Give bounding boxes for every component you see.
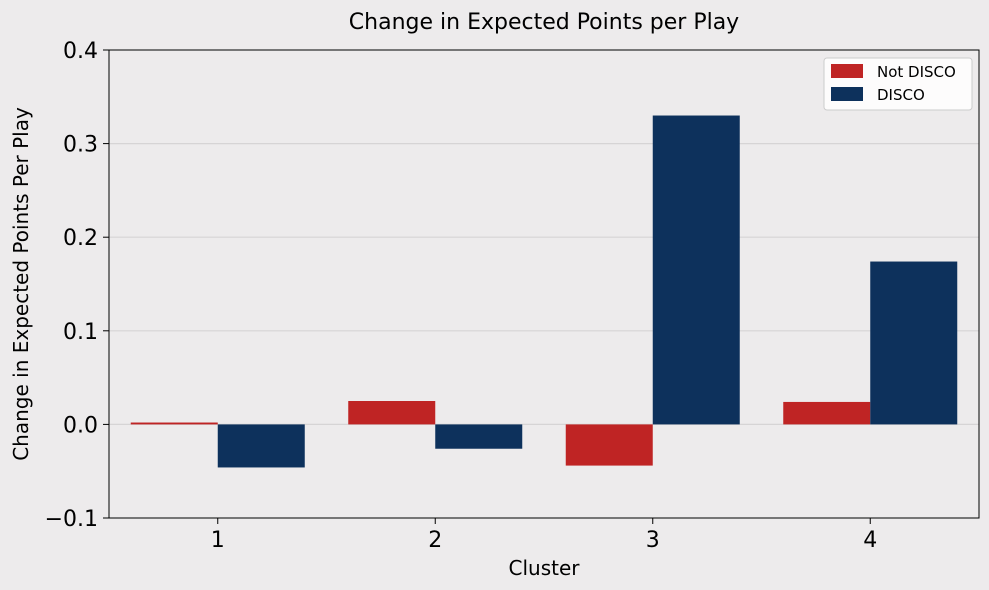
x-tick-label: 3	[646, 528, 660, 553]
y-tick-label: 0.2	[63, 226, 98, 251]
bars	[130, 115, 958, 468]
plot-frame	[108, 49, 980, 519]
bar-not-disco-cluster-3	[565, 424, 653, 466]
chart-title: Change in Expected Points per Play	[349, 10, 739, 35]
y-tick-label: 0.3	[63, 133, 98, 158]
y-tick-label: −0.1	[45, 507, 98, 532]
x-axis-title: Cluster	[509, 556, 581, 580]
bar-not-disco-cluster-4	[783, 401, 871, 425]
bar-disco-cluster-3	[652, 115, 740, 425]
legend-swatch-disco	[831, 87, 863, 101]
gridlines	[109, 143, 979, 425]
legend-swatch-not-disco	[831, 64, 863, 78]
legend-label-not-disco: Not DISCO	[877, 63, 956, 81]
y-axis: −0.1 0.0 0.1 0.2 0.3 0.4	[45, 39, 109, 532]
bar-not-disco-cluster-1	[130, 422, 218, 425]
legend: Not DISCO DISCO	[823, 57, 973, 111]
x-tick-label: 2	[428, 528, 442, 553]
bar-disco-cluster-1	[217, 424, 305, 468]
y-tick-label: 0.0	[63, 413, 98, 438]
y-axis-title: Change in Expected Points Per Play	[9, 107, 33, 461]
x-tick-label: 4	[863, 528, 877, 553]
bar-disco-cluster-2	[435, 424, 523, 449]
bar-not-disco-cluster-2	[348, 401, 436, 425]
y-tick-label: 0.1	[63, 320, 98, 345]
x-axis: 1 2 3 4	[211, 518, 877, 553]
legend-label-disco: DISCO	[877, 86, 925, 104]
bar-disco-cluster-4	[870, 261, 958, 425]
x-tick-label: 1	[211, 528, 225, 553]
y-tick-label: 0.4	[63, 39, 98, 64]
